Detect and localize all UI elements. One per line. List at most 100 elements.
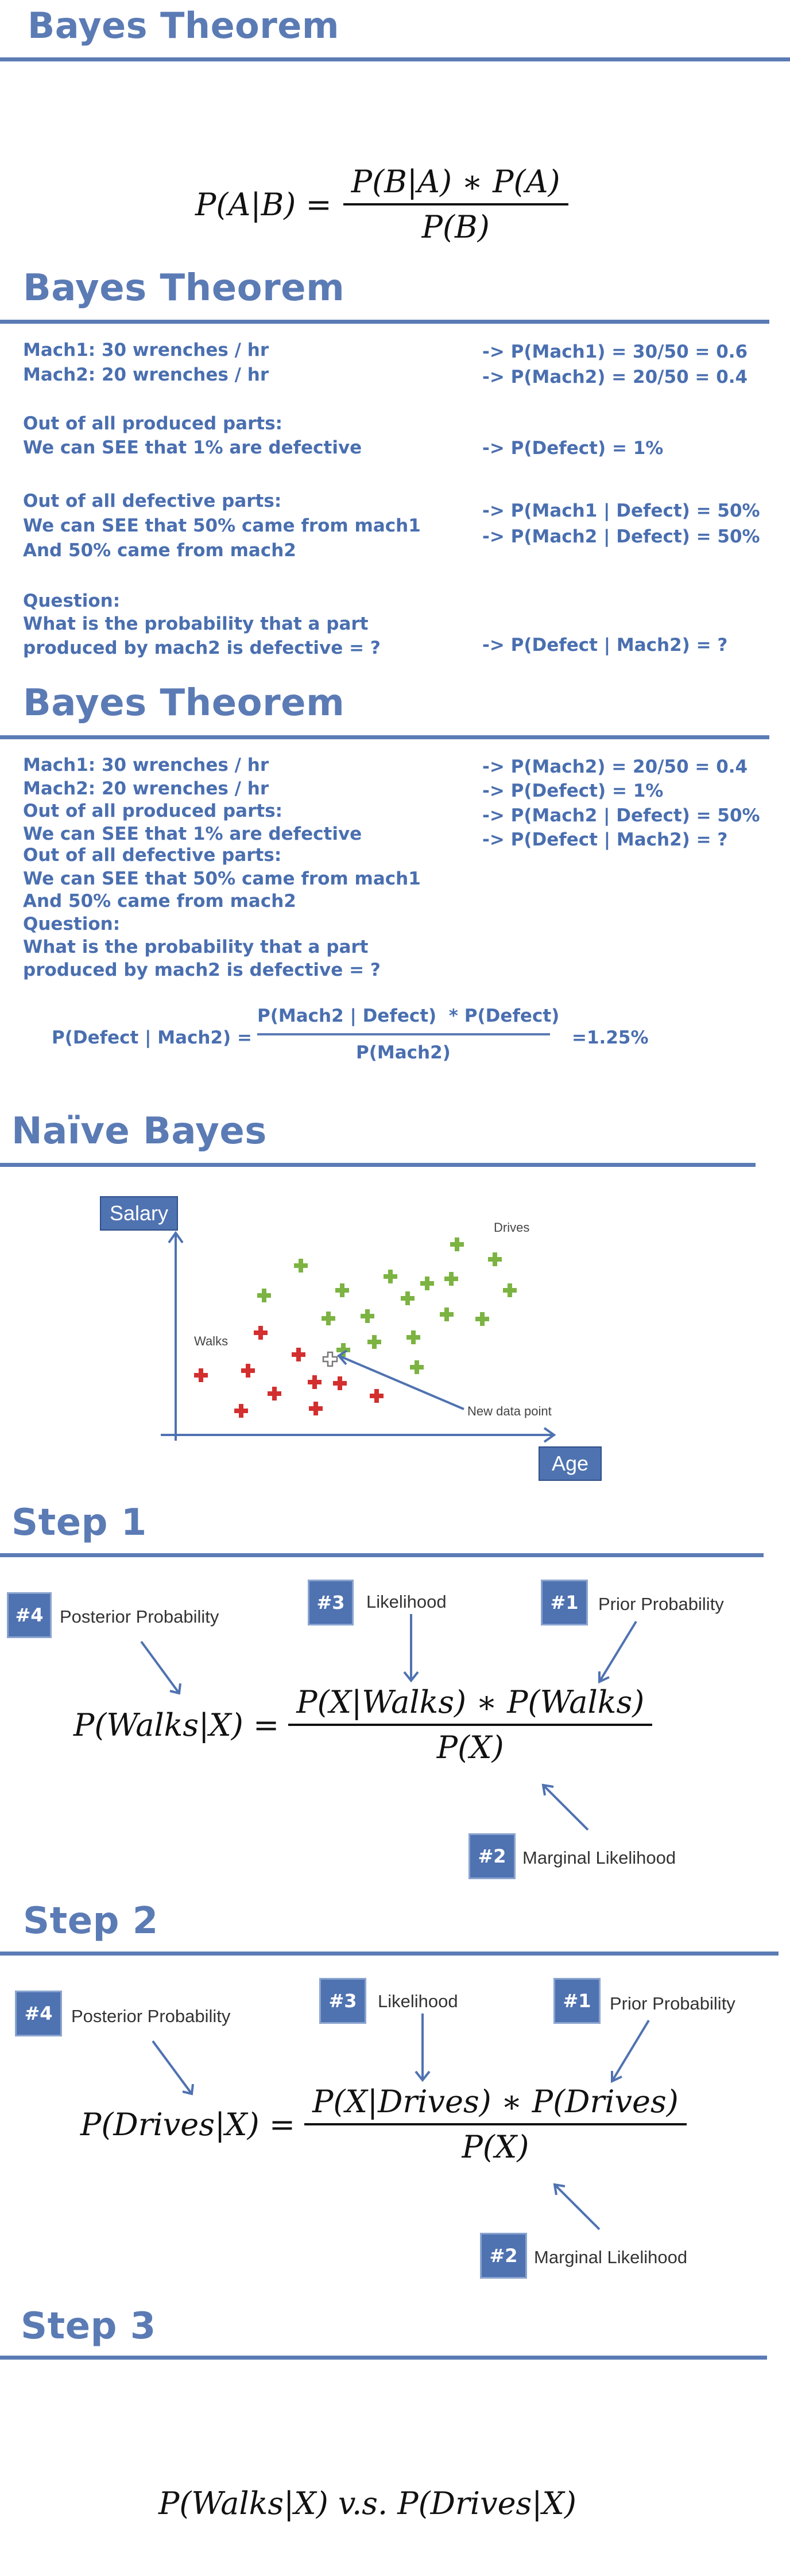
drives-point [361,1309,374,1323]
slide3-rule [0,735,769,739]
comparison-formula: P(Walks|X) v.s. P(Drives|X) [158,2485,576,2521]
slide1-rule [0,57,790,61]
marginal-label: Marginal Likelihood [522,1848,676,1868]
drives-denominator: P(X) [462,2129,529,2165]
drives-point [475,1312,489,1326]
walks-formula: P(Walks|X) = P(X|Walks) ∗ P(Walks) P(X) [73,1684,653,1766]
drives-point [384,1270,397,1283]
text-line: We can SEE that 1% are defective [23,824,362,844]
drives-point [444,1272,458,1286]
slide4-title: Naïve Bayes [11,1110,267,1153]
calc-lhs: P(Defect | Mach2) = [52,1027,252,1048]
drives-point [367,1335,381,1349]
walks-point [333,1376,347,1390]
badge-3: #3 [308,1580,354,1625]
slide7-rule [0,2356,767,2360]
text-line: produced by mach2 is defective = ? [23,638,381,658]
badge-4: #4 [7,1592,52,1638]
new-point-label: New data point [467,1404,552,1418]
drives-point [322,1312,335,1325]
formula-numerator: P(B|A) ∗ P(A) [343,164,568,205]
text-line: Mach2: 20 wrenches / hr [23,364,269,385]
badge-4: #4 [15,1991,62,2036]
x-axis-label: Age [539,1446,602,1481]
text-line: -> P(Defect) = 1% [482,781,664,801]
badge-1: #1 [553,1978,601,2024]
text-line: -> P(Mach2 | Defect) = 50% [482,526,760,547]
text-line: What is the probability that a part [23,614,369,634]
walks-point [194,1368,208,1382]
slide2-title: Bayes Theorem [23,267,345,309]
text-line: Out of all defective parts: [23,845,282,866]
drives-point [406,1330,420,1344]
formula-lhs: P(A|B) = [195,186,332,223]
drives-lhs: P(Drives|X) = [80,2106,296,2143]
drives-point [294,1259,308,1273]
text-line: Question: [23,914,121,934]
posterior-label: Posterior Probability [60,1607,219,1627]
slide4-rule [0,1163,756,1167]
y-axis-label: Salary [100,1196,178,1231]
scatter-axes [161,1231,556,1443]
bayes-formula: P(A|B) = P(B|A) ∗ P(A) P(B) [195,164,568,245]
walks-denominator: P(X) [436,1729,504,1766]
walks-point [370,1389,384,1403]
slide5-title: Step 1 [11,1502,147,1544]
text-line: produced by mach2 is defective = ? [23,960,381,980]
drives-point [503,1283,517,1297]
slide6-title: Step 2 [23,1900,158,1942]
text-line: -> P(Mach2) = 20/50 = 0.4 [482,756,748,777]
text-line: Mach1: 30 wrenches / hr [23,340,269,360]
badge-2: #2 [480,2233,527,2279]
text-line: -> P(Mach1) = 30/50 = 0.6 [482,342,748,362]
drives-point [488,1252,502,1266]
prior-label: Prior Probability [610,1993,735,2014]
walks-points [194,1326,384,1418]
drives-points [257,1237,517,1374]
walks-point [234,1404,248,1418]
walks-point [309,1402,323,1415]
text-line: Out of all produced parts: [23,413,283,434]
badge-2: #2 [468,1833,516,1879]
prior-label: Prior Probability [598,1594,724,1614]
badge-3: #3 [319,1978,366,2024]
walks-point [268,1387,281,1400]
walks-point [254,1326,268,1340]
new-point-marker [322,1351,338,1367]
text-line: -> P(Defect) = 1% [482,438,664,459]
calc-numerator: P(Mach2 | Defect) * P(Defect) [257,1006,560,1026]
walks-label: Walks [194,1334,229,1348]
slide3-title: Bayes Theorem [23,682,345,724]
text-line: What is the probability that a part [23,937,369,957]
calc-result: =1.25% [572,1027,649,1048]
text-line: Mach1: 30 wrenches / hr [23,755,269,775]
text-line: -> P(Defect | Mach2) = ? [482,635,728,655]
text-line: And 50% came from mach2 [23,540,296,561]
text-line: Out of all defective parts: [23,491,282,511]
walks-lhs: P(Walks|X) = [73,1706,280,1743]
drives-point [420,1277,434,1290]
text-line: We can SEE that 50% came from mach1 [23,515,421,536]
calc-denominator: P(Mach2) [356,1042,451,1063]
drives-point [401,1291,415,1305]
slide1-title: Bayes Theorem [28,5,339,46]
drives-point [450,1237,464,1251]
slide6-rule [0,1952,779,1956]
text-line: We can SEE that 50% came from mach1 [23,868,421,889]
drives-point [410,1360,424,1374]
text-line: Mach2: 20 wrenches / hr [23,778,269,799]
walks-point [308,1375,322,1389]
drives-point [336,1343,350,1357]
likelihood-label: Likelihood [366,1592,447,1612]
drives-point [257,1289,271,1302]
text-line: And 50% came from mach2 [23,891,296,911]
slide7-title: Step 3 [21,2305,156,2348]
slide5-rule [0,1553,764,1557]
text-line: Out of all produced parts: [23,801,283,821]
text-line: -> P(Mach2) = 20/50 = 0.4 [482,367,748,387]
text-line: Question: [23,591,121,611]
walks-numerator: P(X|Walks) ∗ P(Walks) [288,1684,653,1726]
